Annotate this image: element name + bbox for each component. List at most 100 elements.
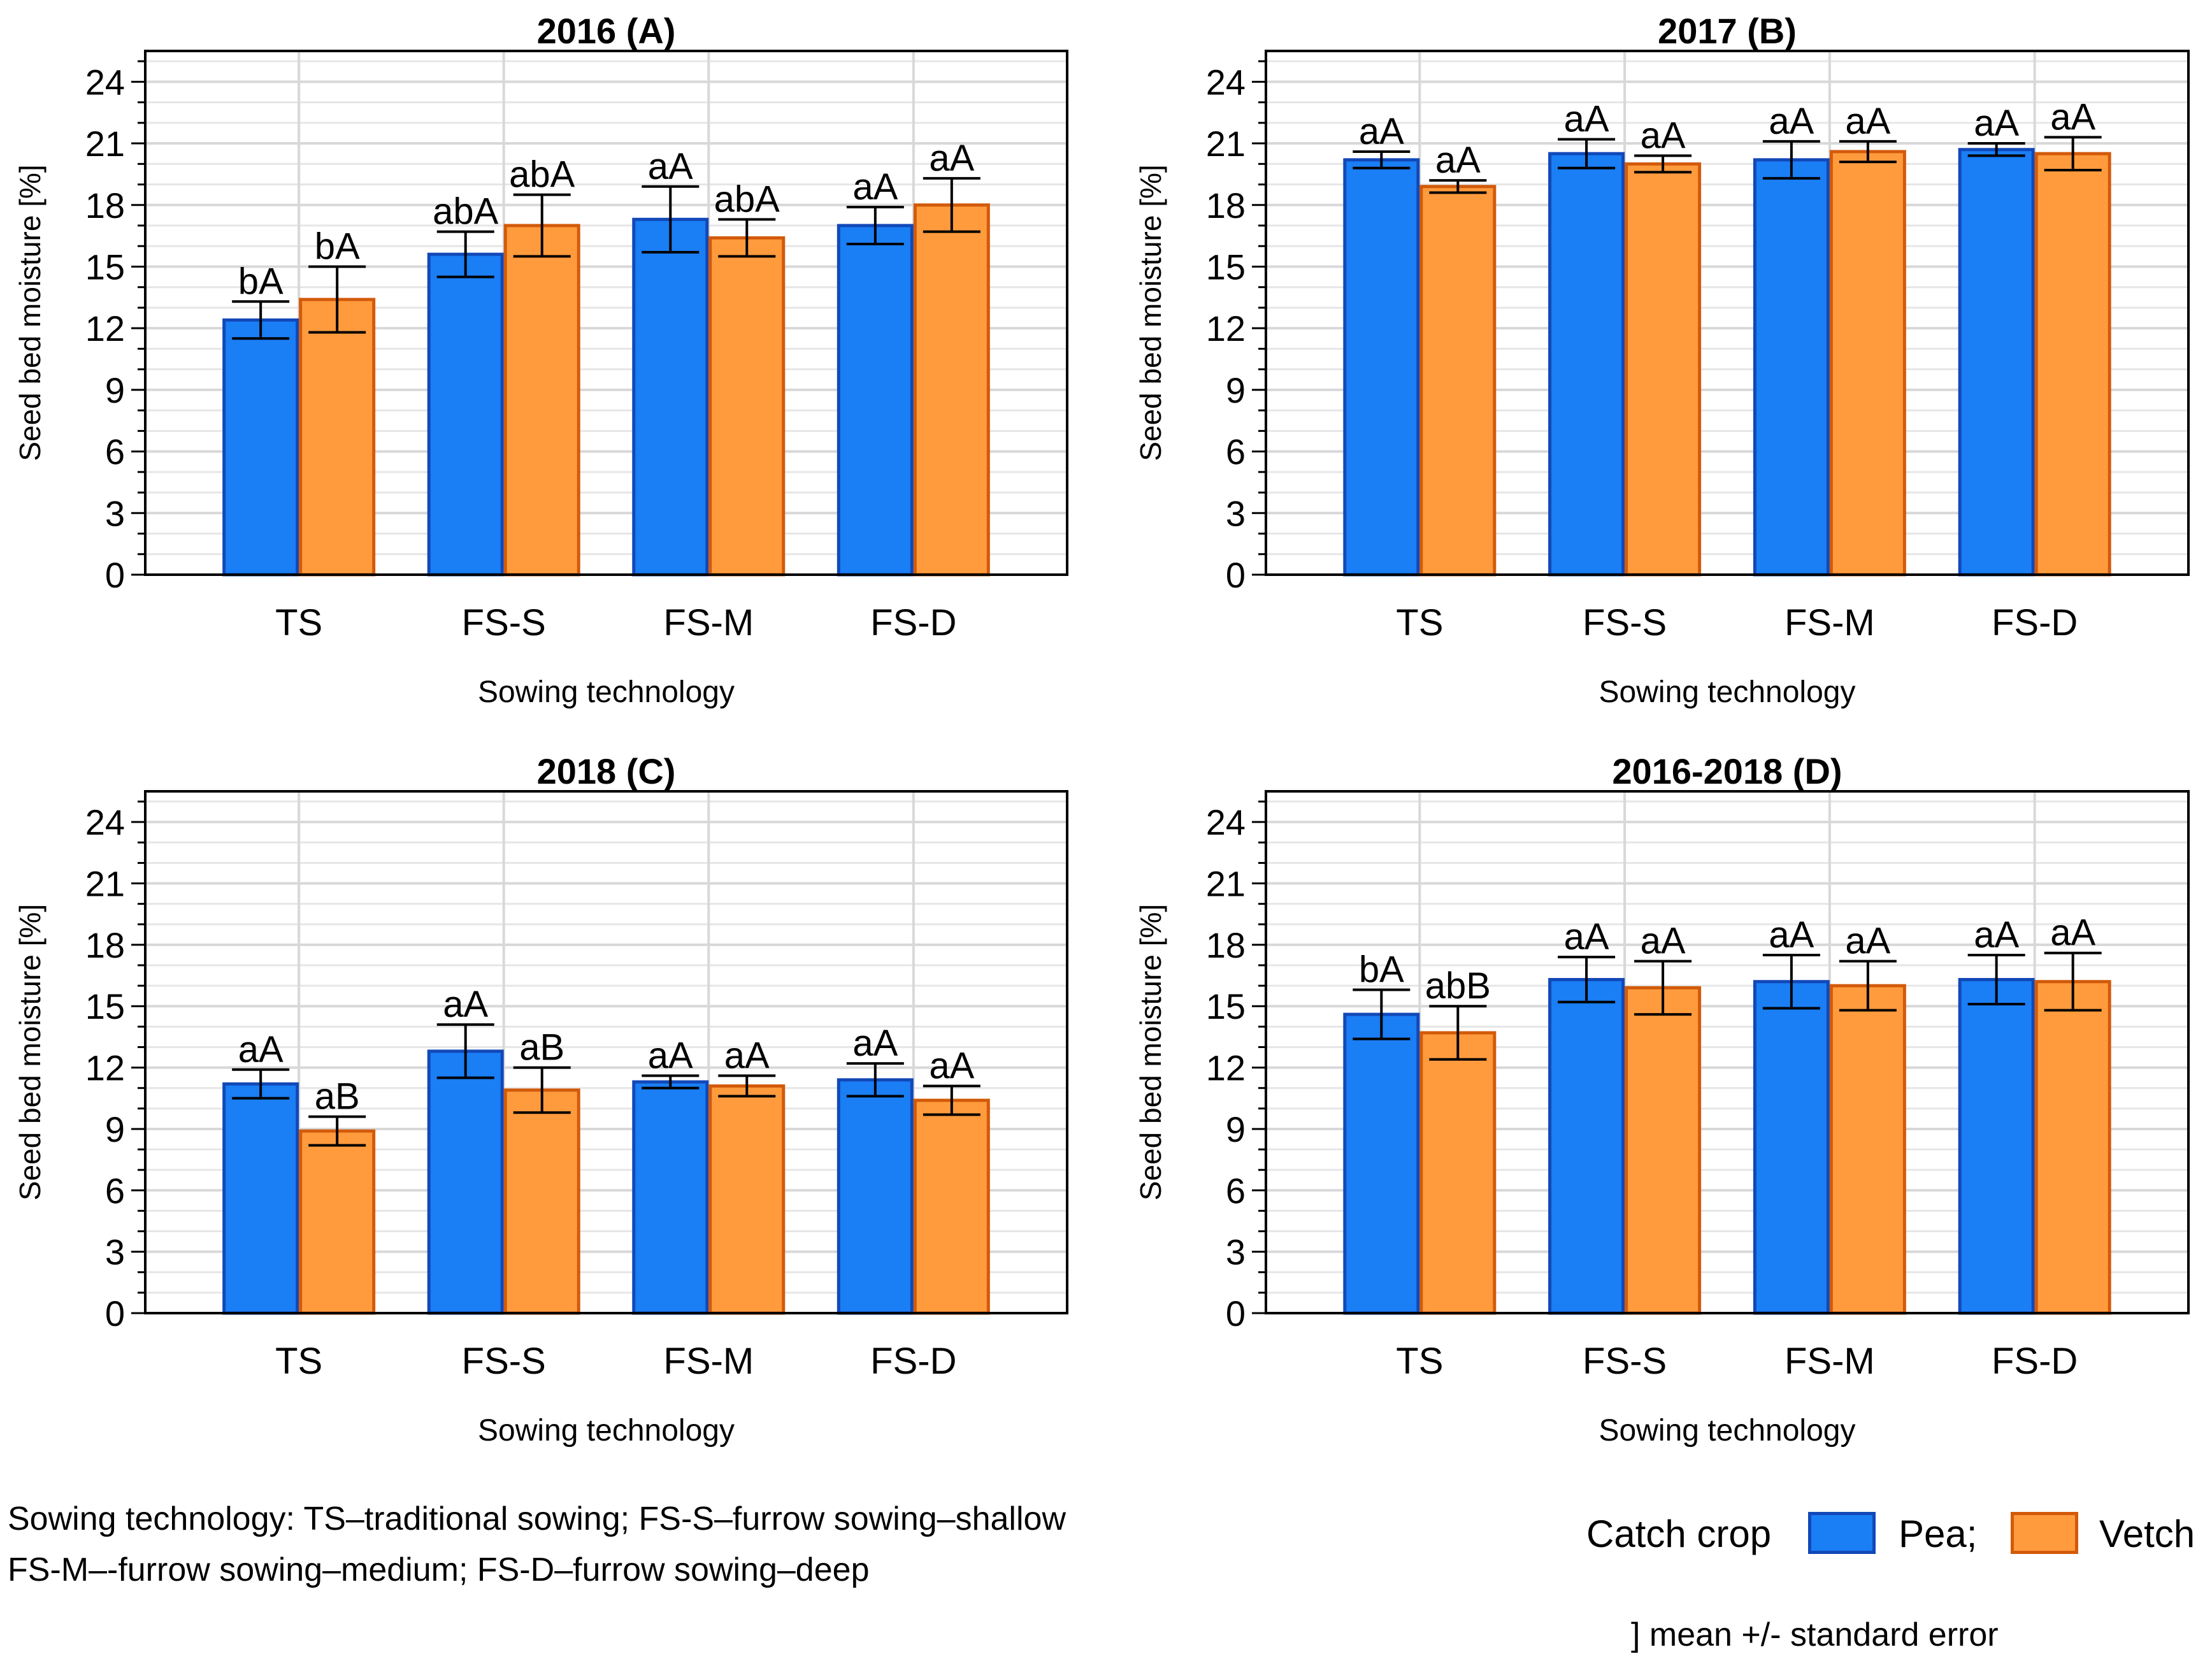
y-tick-label: 24 — [85, 802, 125, 842]
x-tick-label: FS-S — [1583, 602, 1667, 644]
y-tick-label: 12 — [1206, 1048, 1246, 1088]
y-tick-label: 15 — [85, 247, 125, 287]
significance-label: aB — [519, 1027, 564, 1068]
x-tick-label: TS — [275, 1341, 322, 1382]
chart-panel-3: aA aB TS aA aB FS-S aA aA FS-M aA aA FS-D 0 3 6 9 12 15 18… — [13, 751, 1068, 1448]
y-tick-label: 3 — [1226, 1232, 1246, 1272]
x-tick-label: FS-D — [1992, 1341, 2078, 1382]
vetch-bar-FS-M — [1829, 984, 1906, 1315]
y-tick-label: 3 — [1226, 493, 1246, 533]
pea-bar-FS-M — [1753, 158, 1830, 577]
y-tick-label: 18 — [1206, 925, 1246, 965]
y-tick-label: 9 — [105, 1109, 125, 1149]
pea-bar-FS-M — [632, 217, 709, 577]
significance-label: aA — [1359, 111, 1404, 152]
significance-label: abA — [714, 178, 780, 220]
significance-label: aA — [2050, 96, 2095, 138]
chart-panel-1: bAbATSabAabAFS-SaAabAFS-MaAaAFS-D0369121… — [13, 11, 1068, 709]
vetch-bar-FS-D — [2034, 980, 2111, 1315]
plot-frame — [1265, 50, 2190, 576]
x-tick-label: TS — [1396, 1341, 1443, 1382]
pea-bar-FS-M — [1753, 980, 1830, 1315]
y-tick-label: 15 — [85, 986, 125, 1026]
y-tick-label: 0 — [1226, 1293, 1246, 1334]
y-tick-label: 18 — [85, 925, 125, 965]
significance-label: abA — [433, 191, 499, 233]
y-tick-label: 21 — [1206, 124, 1246, 164]
significance-label: aA — [1564, 99, 1609, 140]
plot-frame — [144, 790, 1068, 1314]
pea-bar-FS-S — [1548, 977, 1625, 1315]
x-tick-label: TS — [1396, 602, 1443, 644]
significance-label: aA — [1641, 115, 1686, 156]
y-tick-label: 12 — [1206, 308, 1246, 349]
y-axis-label: Seed bed moisture [%] — [1134, 164, 1167, 461]
plot-frame — [1265, 790, 2190, 1314]
significance-label: aA — [2050, 912, 2095, 954]
chart-title: 2016 (A) — [537, 11, 676, 51]
significance-label: aA — [443, 984, 488, 1025]
y-tick-label: 3 — [105, 493, 125, 533]
significance-label: aA — [1564, 916, 1609, 958]
pea-bar-FS-S — [427, 252, 504, 577]
chart-title: 2017 (B) — [1658, 11, 1797, 51]
pea-bar-FS-S — [1548, 152, 1625, 577]
chart-title: 2018 (C) — [537, 751, 676, 791]
y-tick-label: 9 — [1226, 370, 1246, 410]
y-tick-label: 3 — [105, 1232, 125, 1272]
x-tick-label: FS-S — [462, 602, 546, 644]
vetch-bar-FS-D — [913, 203, 990, 577]
pea-bar-FS-D — [1958, 977, 2035, 1315]
y-tick-label: 18 — [85, 185, 125, 226]
footnote-line-2: FS-M–-furrow sowing–medium; FS-D–furrow … — [8, 1551, 870, 1588]
x-tick-label: FS-S — [1583, 1341, 1667, 1382]
chart-panel-4: bA abB TS aA aA FS-S aA aA FS-M aA aA FS-D 0 3 6 9 12 15 1… — [1134, 751, 2190, 1448]
vetch-bar-TS — [1419, 185, 1497, 577]
pea-bar-TS — [222, 318, 299, 577]
x-tick-label: FS-D — [1992, 602, 2078, 644]
vetch-bar-TS — [299, 1129, 376, 1315]
y-tick-label: 0 — [105, 555, 125, 595]
y-tick-label: 9 — [1226, 1109, 1246, 1149]
significance-label: aA — [724, 1035, 770, 1076]
x-tick-label: TS — [275, 602, 322, 644]
pea-bar-TS — [1343, 158, 1420, 577]
legend-vetch-swatch — [2011, 1512, 2078, 1554]
significance-label: aA — [1974, 103, 2019, 144]
x-axis-label: Sowing technology — [1599, 675, 1856, 709]
legend-pea-swatch — [1808, 1512, 1876, 1554]
pea-bar-FS-D — [837, 1078, 914, 1315]
significance-label: bA — [238, 261, 284, 302]
plot-frame — [144, 50, 1068, 576]
y-tick-label: 6 — [105, 1170, 125, 1211]
y-tick-label: 24 — [1206, 802, 1246, 842]
significance-label: aA — [929, 1045, 974, 1086]
y-tick-label: 21 — [1206, 864, 1246, 904]
significance-label: bA — [1359, 949, 1404, 991]
y-tick-label: 0 — [1226, 555, 1246, 595]
pea-bar-FS-D — [837, 224, 914, 577]
x-tick-label: FS-S — [462, 1341, 546, 1382]
y-tick-label: 9 — [105, 370, 125, 410]
y-tick-label: 15 — [1206, 247, 1246, 287]
vetch-bar-FS-S — [503, 224, 580, 577]
pea-bar-FS-S — [427, 1049, 504, 1315]
legend-pea-label: Pea; — [1899, 1513, 1978, 1555]
x-axis-label: Sowing technology — [478, 1414, 735, 1448]
significance-label: bA — [315, 226, 360, 267]
significance-label: abB — [1425, 965, 1491, 1007]
y-axis-label: Seed bed moisture [%] — [13, 164, 47, 461]
significance-label: aB — [315, 1076, 360, 1118]
pea-bar-TS — [1343, 1012, 1420, 1315]
chart-title: 2016-2018 (D) — [1612, 751, 1842, 791]
y-tick-label: 21 — [85, 864, 125, 904]
significance-label: aA — [648, 146, 693, 187]
x-tick-label: FS-D — [870, 1341, 956, 1382]
pea-bar-TS — [222, 1082, 299, 1315]
x-tick-label: FS-M — [1785, 1341, 1875, 1382]
vetch-bar-TS — [299, 298, 376, 577]
y-axis-label: Seed bed moisture [%] — [13, 904, 47, 1200]
vetch-bar-FS-D — [913, 1098, 990, 1315]
x-tick-label: FS-D — [870, 602, 956, 644]
vetch-bar-FS-S — [1625, 162, 1702, 577]
